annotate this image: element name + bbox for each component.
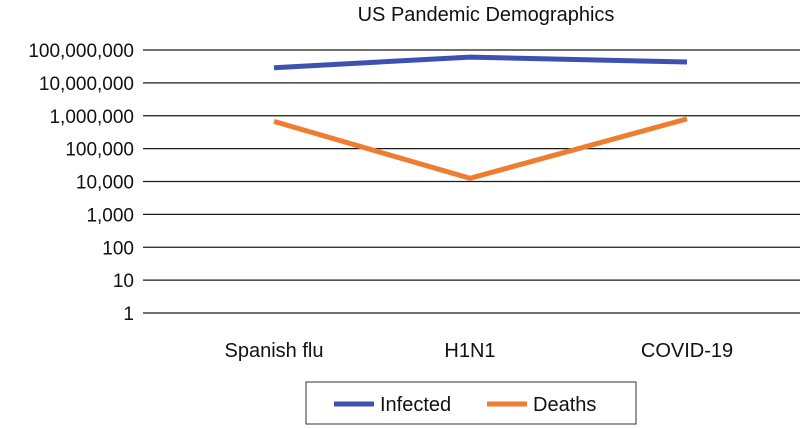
y-tick-label: 1,000 xyxy=(86,205,134,226)
y-tick-label: 10,000 xyxy=(76,173,134,194)
legend: Infected Deaths xyxy=(305,381,637,425)
y-tick-label: 100,000 xyxy=(65,140,134,161)
series-lines xyxy=(273,54,688,181)
x-category-label: COVID-19 xyxy=(641,340,733,362)
y-axis-tick-labels: 1 10 100 1,000 10,000 100,000 1,000,000 10,000,… xyxy=(28,41,134,325)
legend-box xyxy=(305,381,637,425)
y-tick-label: 1 xyxy=(123,304,134,325)
legend-label-infected: Infected xyxy=(380,394,451,416)
legend-label-deaths: Deaths xyxy=(533,394,596,416)
y-tick-label: 1,000,000 xyxy=(49,107,134,128)
y-tick-label: 100 xyxy=(102,238,134,259)
x-category-label: Spanish flu xyxy=(225,340,324,362)
chart-title: US Pandemic Demographics xyxy=(358,4,615,26)
y-tick-label: 10 xyxy=(113,271,134,292)
x-category-label: H1N1 xyxy=(444,340,495,362)
y-tick-label: 10,000,000 xyxy=(39,74,134,95)
y-tick-label: 100,000,000 xyxy=(28,41,134,62)
gridlines xyxy=(143,49,800,314)
x-axis-category-labels: Spanish flu H1N1 COVID-19 xyxy=(225,340,734,362)
series-line-infected xyxy=(273,54,688,71)
